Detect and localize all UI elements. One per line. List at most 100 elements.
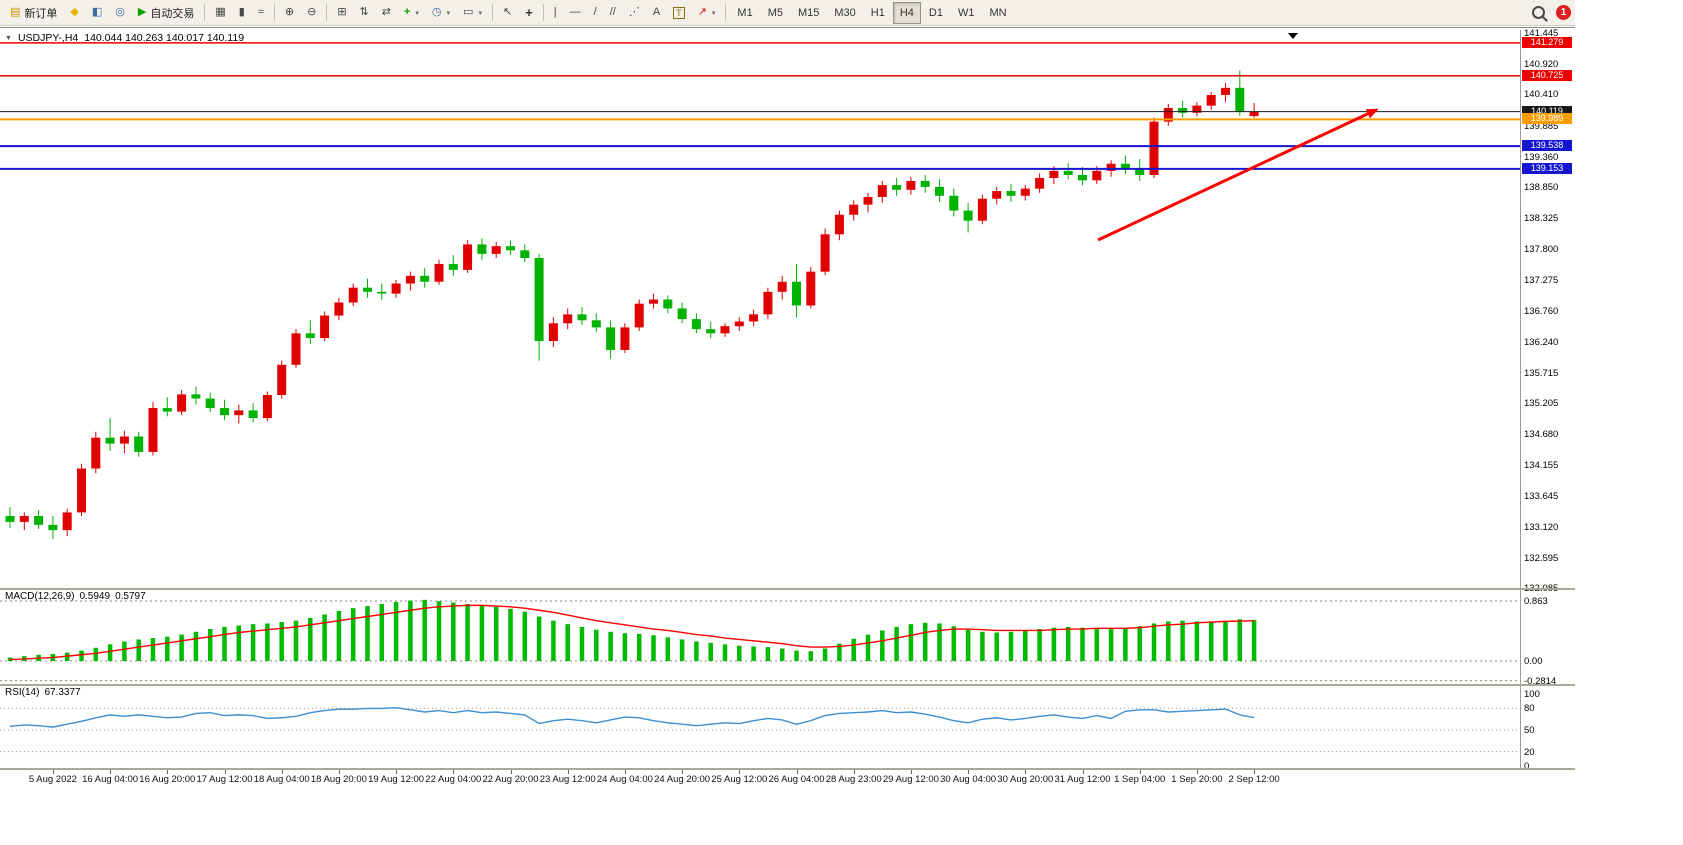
candle-body [1192,105,1202,113]
candle-body [205,398,215,409]
time-axis-tick [1196,770,1198,774]
arrange-horizontal-button[interactable]: ⇅ [354,1,375,25]
toolbar-separator [725,4,727,21]
macd-bar [222,626,227,661]
candle-body [534,258,544,342]
timeframe-mn-button[interactable]: MN [989,6,1007,19]
rsi-axis[interactable]: 100 80 50 20 0 [1521,686,1575,772]
rsi-pane-canvas[interactable] [0,686,1521,768]
horizontal-line-button[interactable]: — [564,1,587,25]
timeframe-d1-button[interactable]: D1 [928,6,943,19]
time-axis-tick [1139,770,1141,774]
macd-bar [1108,629,1114,661]
arrows-button[interactable]: ↗ ▾ [692,1,722,25]
macd-axis[interactable]: 0.863 0.00 -0.2814 [1521,590,1575,687]
price-axis-label: 139.885 [1524,120,1559,132]
cycles-button[interactable]: ◷ ▾ [426,1,456,25]
zoom-out-button[interactable]: ⊖ [301,1,322,25]
bars-chart-icon: ▦ [215,6,226,18]
text-button[interactable]: A [647,1,666,25]
timeframe-h1-button[interactable]: H1 [870,6,885,19]
line-chart-button[interactable]: ≈ [252,1,270,25]
timeframe-m5-button[interactable]: M5 [767,6,783,19]
macd-bar [937,623,942,661]
price-axis-label: 133.645 [1524,490,1559,502]
notification-badge[interactable]: 1 [1556,5,1571,20]
candles-chart-button[interactable]: ▮ [233,1,251,25]
macd-bar [122,641,127,661]
bars-chart-button[interactable]: ▦ [209,1,231,25]
candle-body [634,303,644,328]
rsi-pane-divider[interactable] [0,684,1575,686]
new-order-button[interactable]: ▤ 新订单 [4,1,63,25]
candle-body [34,515,44,525]
macd-bar [994,632,999,661]
time-axis-tick [567,770,569,774]
macd-bar [107,644,113,661]
timeframe-m30-button[interactable]: M30 [834,6,856,19]
macd-bar [350,608,356,661]
time-axis-tick [853,770,855,774]
candle-body [1120,163,1130,170]
autotrading-button[interactable]: ▶ 自动交易 [132,1,200,25]
community-button[interactable]: ◧ [86,1,108,25]
candle-body [377,291,387,294]
trendline-button[interactable]: / [588,1,603,25]
time-axis-tick [1254,770,1256,774]
macd-bar [1123,627,1128,661]
candle-body [591,320,601,328]
vertical-line-button[interactable]: | [548,1,563,25]
time-axis-tick [224,770,226,774]
candle-body [363,287,372,292]
macd-bar [1137,626,1142,661]
zoom-in-button[interactable]: ⊕ [279,1,300,25]
macd-bar [765,647,771,661]
macd-bar [236,625,242,661]
chart-collapse-icon[interactable]: ▼ [5,34,12,42]
macd-pane-canvas[interactable] [0,590,1521,684]
time-axis-label: 2 Sep 12:00 [1228,774,1280,785]
main-chart-canvas[interactable] [0,30,1521,588]
timeframe-m15-button[interactable]: M15 [797,6,820,19]
indicators-button[interactable]: + ▾ [398,1,425,25]
trend-arrow[interactable] [1097,108,1379,242]
tile-windows-button[interactable]: ⊞ [331,1,352,25]
candle-body [391,283,401,294]
rsi-line [9,706,1255,728]
search-icon [1532,6,1545,19]
chart-shift-marker-icon[interactable] [1288,33,1298,39]
price-axis[interactable]: 141.445 140.920 140.410 139.885 139.360 138.8… [1521,28,1575,594]
globe-button[interactable]: ◎ [109,1,131,25]
text-icon: A [652,6,661,18]
crosshair-button[interactable]: + [519,1,539,25]
timeframe-h4-button[interactable]: H4 [892,1,921,24]
candle-body [992,191,1002,199]
timeframe-m1-button[interactable]: M1 [737,6,753,19]
toolbar-separator [326,4,328,21]
channel-button[interactable]: // [604,1,622,25]
cursor-button[interactable]: ↖ [497,1,518,25]
timeframe-w1-button[interactable]: W1 [957,6,975,19]
time-axis[interactable]: 5 Aug 2022 16 Aug 04:00 16 Aug 20:00 17 Aug… [0,770,1575,786]
candle-body [1049,170,1059,178]
candle-body [820,234,830,272]
price-axis-label: 132.595 [1524,552,1559,564]
time-axis-label: 24 Aug 04:00 [596,774,653,785]
dropdown-caret-icon: ▾ [478,9,482,17]
macd-pane-divider[interactable] [0,588,1575,590]
search-button[interactable] [1526,1,1551,25]
arrange-vertical-button[interactable]: ⇄ [376,1,397,25]
candle-body [1092,170,1102,181]
label-button[interactable]: T [667,1,691,25]
macd-bar [336,610,342,661]
autotrading-icon: ▶ [137,6,147,18]
alert-button[interactable]: ◆ [64,1,84,25]
macd-bar [1065,626,1071,661]
candles-chart-icon: ▮ [238,6,245,18]
time-axis-tick [281,770,283,774]
fibonacci-button[interactable]: ⋰ [623,1,646,25]
macd-bar [694,641,699,661]
candle-body [162,408,172,412]
price-level-badge: 139.153 [1522,162,1572,174]
templates-button[interactable]: ▭ ▾ [457,1,488,25]
